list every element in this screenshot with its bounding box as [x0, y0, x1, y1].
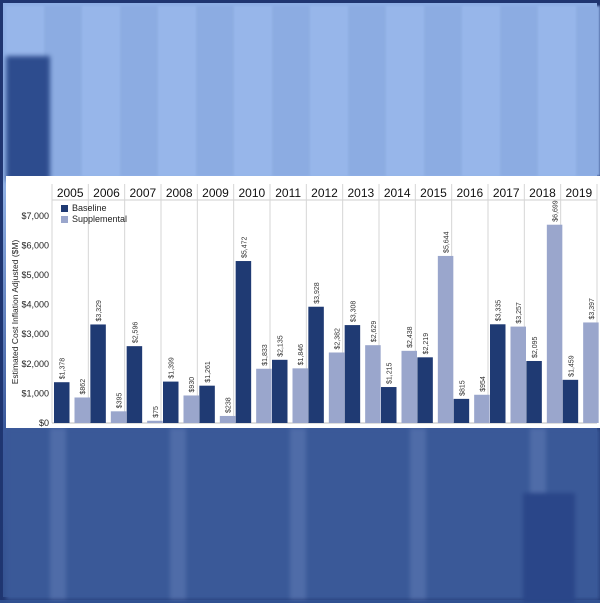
bar-supplemental [365, 345, 381, 423]
data-label: $815 [459, 380, 466, 396]
bar-chart: Estimated Cost Inflation Adjusted ($M) $0… [10, 184, 599, 428]
data-label: $3,329 [96, 300, 103, 322]
y-tick-label: $5,000 [21, 270, 49, 280]
bar-supplemental [147, 420, 163, 423]
year-label: 2008 [166, 186, 193, 200]
data-label: $5,472 [241, 237, 248, 259]
year-label: 2017 [493, 186, 520, 200]
year-label: 2011 [275, 186, 301, 200]
year-label: 2015 [420, 186, 447, 200]
bar-baseline [453, 398, 470, 423]
blurred-bar [6, 56, 50, 181]
data-label: $2,438 [407, 326, 414, 348]
legend-label-baseline: Baseline [72, 203, 107, 213]
data-label: $2,629 [371, 321, 378, 343]
bar-baseline [381, 387, 397, 423]
bar-baseline [54, 382, 70, 423]
bar-supplemental [256, 368, 272, 423]
year-label: 2014 [384, 186, 411, 200]
data-label: $1,261 [205, 361, 212, 383]
data-label: $954 [480, 376, 487, 392]
year-label: 2013 [347, 186, 374, 200]
bar-supplemental [292, 368, 308, 423]
year-label: 2005 [57, 186, 84, 200]
bar-supplemental [546, 224, 563, 423]
bar-baseline [344, 325, 361, 423]
data-label: $5,644 [444, 231, 451, 253]
bar-baseline [562, 379, 579, 423]
bar-supplemental [328, 352, 345, 423]
data-label: $1,459 [568, 355, 575, 377]
bar-baseline [272, 359, 288, 423]
data-label: $1,215 [387, 363, 394, 385]
y-tick-label: $1,000 [21, 388, 49, 398]
data-label: $2,095 [532, 336, 539, 358]
data-label: $395 [117, 393, 124, 409]
bar-supplemental [183, 395, 199, 423]
data-label: $3,335 [496, 300, 503, 322]
year-label: 2007 [129, 186, 156, 200]
legend-label-supplemental: Supplemental [72, 214, 127, 224]
data-label: $1,399 [169, 357, 176, 379]
data-label: $930 [189, 377, 196, 393]
y-axis-label: Estimated Cost Inflation Adjusted ($M) [10, 240, 20, 385]
year-label: 2009 [202, 186, 229, 200]
data-label: $3,928 [314, 282, 321, 304]
data-label: $75 [153, 406, 160, 418]
year-label: 2010 [238, 186, 265, 200]
data-label: $6,699 [553, 200, 560, 222]
data-label: $3,257 [516, 302, 523, 324]
data-label: $1,378 [60, 358, 67, 380]
y-tick-label: $2,000 [21, 359, 49, 369]
year-label: 2018 [529, 186, 556, 200]
blurred-background-bottom [6, 428, 600, 603]
bar-baseline [90, 324, 106, 423]
data-label: $2,219 [423, 333, 430, 355]
year-header-background [52, 184, 597, 200]
data-label: $2,596 [132, 322, 139, 344]
y-tick-label: $4,000 [21, 300, 49, 310]
bar-baseline [490, 324, 506, 423]
bar-baseline [526, 360, 542, 423]
year-label: 2012 [311, 186, 338, 200]
y-tick-label: $7,000 [21, 211, 49, 221]
data-label: $238 [226, 397, 233, 413]
y-tick-label: $3,000 [21, 329, 49, 339]
data-label: $2,382 [335, 328, 342, 350]
y-tick-label: $0 [39, 418, 49, 428]
legend-swatch-supplemental [61, 216, 68, 223]
bar-baseline [308, 306, 324, 423]
bar-supplemental [219, 415, 236, 423]
blurred-bar [523, 493, 575, 603]
bar-supplemental [437, 255, 454, 423]
year-label: 2019 [565, 186, 592, 200]
bar-baseline [417, 357, 433, 423]
year-label: 2016 [456, 186, 483, 200]
bar-supplemental [401, 350, 417, 423]
bar-supplemental [474, 394, 490, 423]
bar-baseline [126, 346, 143, 423]
data-label: $1,833 [262, 344, 269, 366]
year-label: 2006 [93, 186, 120, 200]
bar-supplemental [583, 322, 599, 423]
data-label: $2,135 [278, 335, 285, 357]
data-label: $3,308 [350, 301, 357, 323]
bar-supplemental [510, 326, 526, 423]
chart-panel: Estimated Cost Inflation Adjusted ($M) $0… [6, 176, 600, 428]
legend-swatch-baseline [61, 205, 68, 212]
bar-supplemental [74, 397, 90, 423]
bar-baseline [163, 381, 179, 423]
data-label: $862 [80, 379, 87, 395]
bar-baseline [235, 261, 252, 423]
blurred-background-top [6, 6, 600, 181]
bar-baseline [199, 385, 215, 423]
data-label: $3,397 [589, 298, 596, 320]
y-tick-label: $6,000 [21, 240, 49, 250]
bar-supplemental [110, 411, 127, 423]
data-label: $1,846 [298, 344, 305, 366]
